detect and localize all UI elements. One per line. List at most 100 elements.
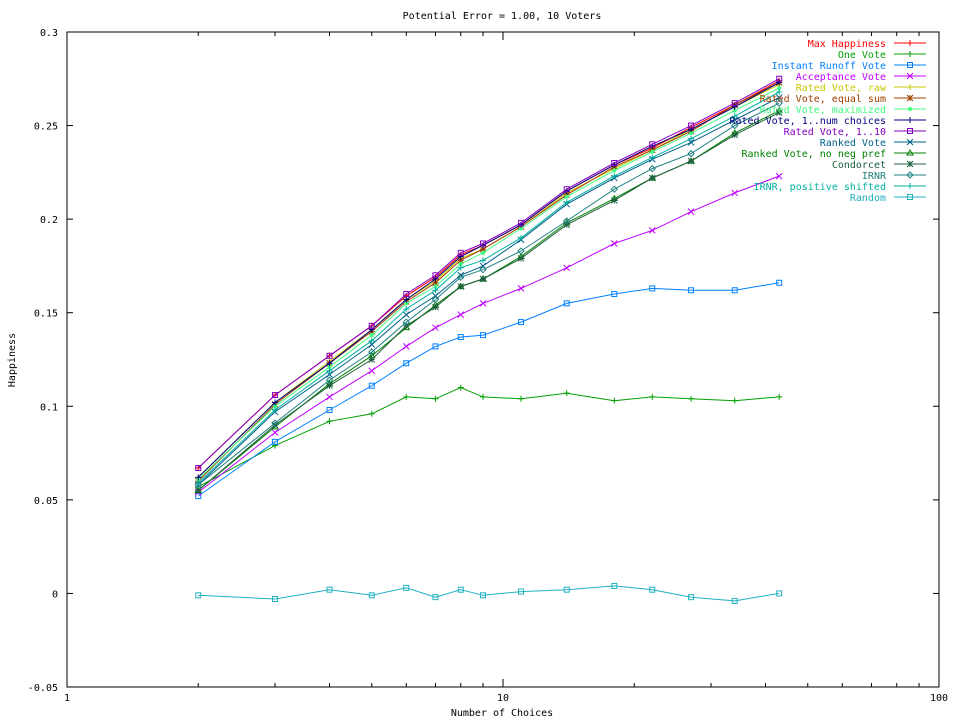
legend-marker [907, 183, 913, 189]
data-point [271, 421, 279, 429]
legend-entry: Instant Runoff Vote [772, 61, 926, 72]
legend-label: IRNR [862, 171, 887, 182]
data-point [518, 219, 525, 226]
series-line [197, 102, 780, 486]
legend-marker [907, 117, 913, 123]
data-point [368, 322, 375, 329]
y-tick-label: 0.15 [34, 309, 58, 320]
data-point [432, 276, 439, 283]
series-line [197, 87, 780, 480]
data-point [432, 395, 439, 402]
series-rated-vote-equal-sum [194, 79, 783, 485]
data-point [326, 407, 333, 414]
series-rated-vote-maximized [196, 86, 782, 482]
data-point [457, 249, 464, 256]
axes: -0.05 0 0.05 0.1 0.15 0.2 0.25 0.3 1 10 100 [28, 28, 948, 704]
data-point [731, 397, 738, 404]
data-point [403, 393, 410, 400]
data-point [611, 291, 618, 297]
data-point [776, 393, 783, 400]
data-point [480, 393, 487, 400]
data-point [194, 481, 202, 489]
series-irnr-positive-shifted [195, 88, 783, 487]
data-point [611, 173, 618, 180]
data-point [457, 283, 465, 290]
data-point [272, 392, 279, 399]
data-point [368, 382, 375, 389]
data-point [457, 273, 465, 281]
legend-entry: Ranked Vote [820, 138, 926, 149]
data-point [688, 395, 695, 402]
x-tick-label: 10 [497, 693, 509, 704]
data-point [402, 343, 410, 350]
data-point [457, 253, 464, 260]
y-axis-label: Happiness [7, 333, 18, 387]
data-point [480, 250, 486, 255]
data-point [432, 324, 439, 332]
data-point [272, 596, 279, 603]
legend-marker [906, 72, 914, 80]
legend-entry: Rated Vote, 1..10 [784, 127, 926, 138]
data-point [564, 194, 569, 199]
series-random [195, 582, 783, 604]
legend-entry: Acceptance Vote [796, 72, 926, 83]
data-point [326, 352, 333, 359]
data-point [325, 376, 334, 384]
y-tick-label: 0.05 [34, 496, 58, 507]
data-point [776, 75, 783, 82]
data-point [517, 247, 525, 255]
data-point [563, 221, 571, 229]
series-rated-vote-1-10 [195, 75, 783, 472]
data-point [479, 245, 487, 253]
data-point [518, 588, 525, 595]
data-point [648, 174, 656, 182]
data-point [650, 149, 655, 154]
data-point [611, 397, 618, 404]
data-point [731, 113, 738, 120]
series-ranked-vote-no-neg-pref [194, 106, 784, 493]
data-point [687, 208, 695, 216]
data-point [775, 109, 783, 116]
data-point [368, 592, 375, 599]
data-point [432, 343, 439, 350]
legend-entry: Rated Vote, equal sum [760, 94, 926, 105]
data-point [731, 597, 738, 604]
legend-marker [906, 138, 914, 146]
data-point [480, 240, 487, 247]
data-point [479, 262, 487, 270]
data-point [649, 141, 656, 148]
series-instant-runoff-vote [195, 279, 783, 500]
legend-label: Rated Vote, 1..10 [784, 127, 886, 138]
data-point [775, 172, 783, 180]
y-tick-label: 0.2 [40, 215, 58, 226]
y-tick-label: 0.3 [40, 28, 58, 39]
data-point [517, 255, 525, 262]
data-point [518, 395, 525, 402]
data-point [731, 131, 739, 139]
data-point [648, 227, 656, 234]
data-point [479, 300, 487, 307]
data-point [402, 318, 410, 326]
data-point [402, 311, 410, 318]
data-point [326, 382, 333, 390]
legend-label: Acceptance Vote [796, 72, 886, 83]
data-point [688, 126, 695, 133]
legend-entry: Rated Vote, maximized [760, 105, 926, 116]
legend-label: Condorcet [832, 160, 886, 171]
data-point [563, 390, 570, 397]
data-point [731, 103, 738, 110]
legend-marker [906, 149, 914, 156]
legend-marker [906, 94, 914, 102]
data-point [731, 116, 739, 124]
data-point [775, 99, 783, 107]
data-point [368, 337, 375, 344]
data-point [480, 592, 487, 599]
legend-label: IRNR, positive shifted [754, 182, 886, 193]
legend-marker [906, 171, 914, 179]
legend-entry: IRNR [862, 171, 926, 182]
data-point [326, 393, 333, 401]
series-line [198, 585, 780, 602]
legend-label: Random [850, 193, 886, 204]
legend-label: Max Happiness [808, 39, 886, 50]
data-point [403, 584, 410, 591]
